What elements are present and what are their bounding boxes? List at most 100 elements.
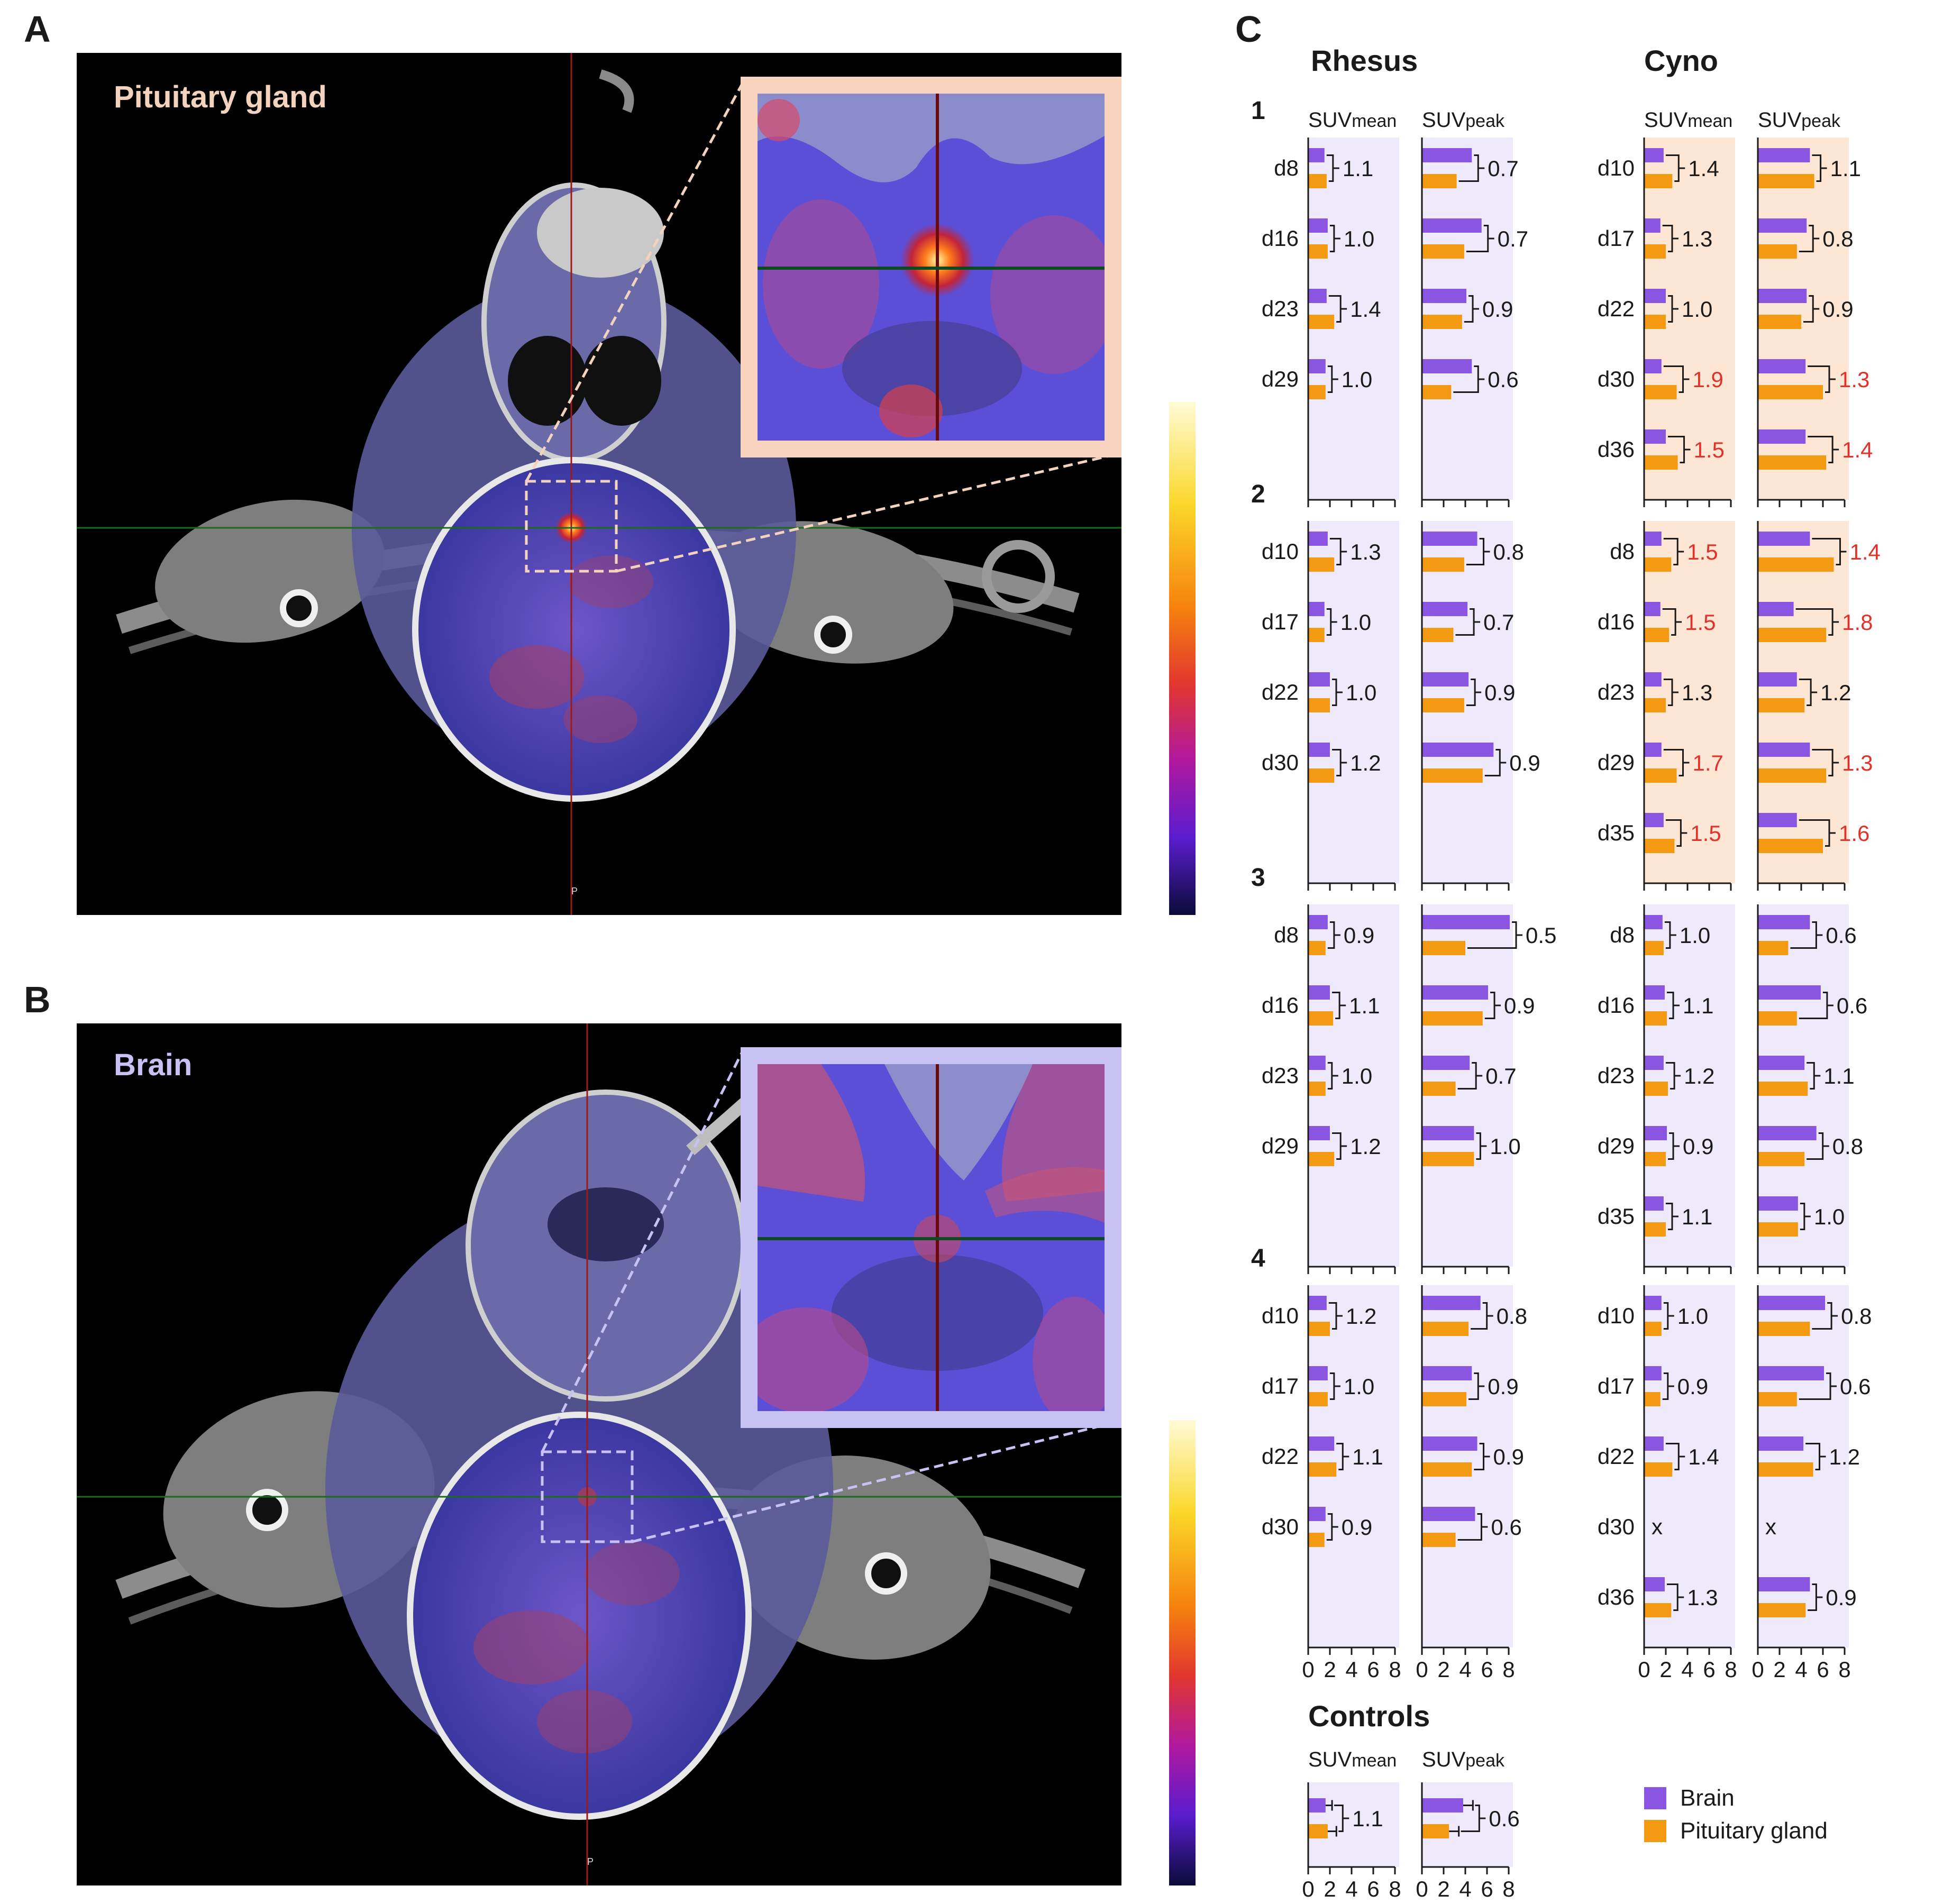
ratio-label-peak-cyno-4-d10: 0.8 <box>1841 1304 1872 1329</box>
panel-label-a: A <box>24 8 51 50</box>
bracket-mean-cyno-4-d10 <box>1663 1302 1674 1330</box>
day-label-cyno-3-d35: d35 <box>1598 1204 1635 1229</box>
bar-pituitary-peak-cyno-4-d10 <box>1758 1322 1810 1336</box>
day-label-rhesus-4-d10: d10 <box>1262 1303 1299 1328</box>
bracket-mean-rhesus-2-d17 <box>1326 608 1337 636</box>
ratio-label-mean-rhesus-2-d17: 1.0 <box>1340 610 1371 635</box>
group-title-cyno: Cyno <box>1644 44 1718 77</box>
bar-pituitary-controls-peak <box>1422 1824 1449 1838</box>
bar-pituitary-peak-cyno-2-d23 <box>1758 698 1805 712</box>
bracket-peak-rhesus-1-d8 <box>1458 154 1485 182</box>
bar-brain-peak-cyno-3-d8 <box>1758 915 1810 929</box>
ratio-label-mean-rhesus-1-d16: 1.0 <box>1344 226 1374 251</box>
bar-pituitary-mean-cyno-2-d8 <box>1644 557 1672 572</box>
bar-pituitary-peak-cyno-1-d30 <box>1758 385 1823 399</box>
bracket-mean-cyno-3-d16 <box>1666 992 1680 1019</box>
ratio-label-peak-rhesus-2-d10: 0.8 <box>1493 539 1524 564</box>
missing-mark-mean-cyno-4-d30: x <box>1652 1514 1663 1539</box>
bracket-mean-cyno-2-d16 <box>1662 608 1682 636</box>
ratio-label-mean-rhesus-2-d10: 1.3 <box>1350 539 1381 564</box>
ratio-label-peak-rhesus-4-d10: 0.8 <box>1497 1304 1527 1329</box>
bar-pituitary-mean-rhesus-1-d23 <box>1308 315 1335 329</box>
bar-pituitary-peak-rhesus-2-d22 <box>1422 698 1464 712</box>
bracket-mean-rhesus-3-d16 <box>1332 992 1346 1019</box>
bracket-mean-rhesus-1-d29 <box>1327 365 1338 393</box>
bar-brain-mean-cyno-4-d36 <box>1644 1577 1665 1591</box>
x-tick-label-controls-peak: 4 <box>1459 1876 1471 1901</box>
ratio-label-peak-rhesus-3-d8: 0.5 <box>1526 923 1556 948</box>
bar-brain-peak-rhesus-3-d23 <box>1422 1056 1470 1070</box>
x-tick-label-cyno-4-peak: 4 <box>1795 1657 1807 1682</box>
bar-brain-peak-cyno-3-d29 <box>1758 1126 1817 1140</box>
bracket-mean-rhesus-1-d23 <box>1328 295 1347 323</box>
day-label-cyno-3-d29: d29 <box>1598 1133 1635 1158</box>
bar-pituitary-mean-rhesus-4-d30 <box>1308 1533 1325 1547</box>
day-label-cyno-4-d22: d22 <box>1598 1444 1635 1469</box>
bar-pituitary-mean-cyno-3-d35 <box>1644 1222 1666 1237</box>
ratio-label-mean-cyno-3-d29: 0.9 <box>1683 1134 1713 1159</box>
bar-brain-peak-rhesus-3-d8 <box>1422 915 1510 929</box>
x-tick-label-cyno-4-peak: 8 <box>1838 1657 1850 1682</box>
bar-brain-peak-rhesus-2-d30 <box>1422 743 1494 757</box>
bar-brain-mean-rhesus-2-d10 <box>1308 532 1328 546</box>
metric-subscript: mean <box>1687 111 1732 131</box>
x-tick-label-controls-peak: 6 <box>1481 1876 1493 1901</box>
x-tick-label-controls-peak: 0 <box>1416 1876 1428 1901</box>
x-tick-label-cyno-4-mean: 6 <box>1703 1657 1715 1682</box>
bracket-peak-cyno-3-d23 <box>1807 1062 1821 1090</box>
ratio-label-peak-cyno-4-d17: 0.6 <box>1840 1374 1871 1399</box>
bar-brain-peak-rhesus-1-d16 <box>1422 218 1482 233</box>
bracket-mean-cyno-3-d29 <box>1668 1132 1680 1160</box>
bracket-mean-rhesus-4-d30 <box>1326 1513 1338 1541</box>
day-label-cyno-3-d16: d16 <box>1598 993 1635 1018</box>
bar-brain-controls-mean <box>1308 1798 1326 1813</box>
x-tick-label-rhesus-4-mean: 8 <box>1389 1657 1401 1682</box>
ratio-label-controls-mean: 1.1 <box>1352 1806 1383 1831</box>
bar-brain-peak-rhesus-2-d10 <box>1422 532 1477 546</box>
legend-label-pituitary: Pituitary gland <box>1680 1818 1828 1844</box>
bar-pituitary-peak-rhesus-2-d17 <box>1422 628 1454 642</box>
bar-brain-mean-cyno-3-d23 <box>1644 1056 1664 1070</box>
ratio-label-peak-rhesus-4-d30: 0.6 <box>1491 1515 1521 1540</box>
bar-pituitary-peak-rhesus-1-d23 <box>1422 315 1462 329</box>
bracket-mean-cyno-4-d22 <box>1665 1443 1685 1470</box>
x-tick-label-controls-mean: 2 <box>1324 1876 1336 1901</box>
x-tick-label-cyno-4-mean: 4 <box>1681 1657 1693 1682</box>
bar-brain-mean-cyno-1-d10 <box>1644 148 1664 162</box>
scan-title-pituitary: Pituitary gland <box>114 80 327 114</box>
day-label-rhesus-1-d8: d8 <box>1274 155 1299 180</box>
bar-brain-peak-cyno-2-d8 <box>1758 532 1810 546</box>
ratio-label-peak-cyno-3-d29: 0.8 <box>1832 1134 1863 1159</box>
bar-brain-mean-cyno-2-d23 <box>1644 672 1662 686</box>
metric-prefix: SUV <box>1758 108 1802 132</box>
animal-label-2: 2 <box>1251 480 1265 508</box>
bar-brain-mean-cyno-2-d35 <box>1644 813 1664 827</box>
x-tick-label-controls-peak: 8 <box>1502 1876 1515 1901</box>
ratio-label-controls-peak: 0.6 <box>1489 1806 1519 1831</box>
bracket-peak-cyno-2-d8 <box>1812 538 1847 565</box>
bracket-mean-cyno-4-d36 <box>1666 1583 1684 1611</box>
x-tick-label-rhesus-4-peak: 8 <box>1502 1657 1515 1682</box>
bar-pituitary-mean-rhesus-1-d29 <box>1308 385 1326 399</box>
bracket-peak-cyno-1-d22 <box>1803 295 1820 323</box>
bar-brain-mean-rhesus-4-d10 <box>1308 1296 1327 1310</box>
ratio-label-mean-cyno-3-d8: 1.0 <box>1680 923 1710 948</box>
day-label-cyno-2-d8: d8 <box>1610 539 1635 564</box>
metric-header-controls-peak: SUVpeak <box>1422 1748 1505 1771</box>
bracket-peak-rhesus-4-d22 <box>1474 1443 1490 1470</box>
bar-pituitary-peak-rhesus-3-d29 <box>1422 1152 1474 1166</box>
bracket-mean-rhesus-4-d22 <box>1336 1443 1349 1470</box>
ratio-label-mean-rhesus-1-d23: 1.4 <box>1350 297 1381 322</box>
ratio-label-mean-cyno-1-d30: 1.9 <box>1693 367 1723 392</box>
day-label-rhesus-2-d30: d30 <box>1262 750 1299 775</box>
ratio-label-peak-rhesus-2-d22: 0.9 <box>1484 680 1515 705</box>
ratio-label-peak-rhesus-4-d22: 0.9 <box>1493 1444 1524 1469</box>
bar-brain-mean-rhesus-4-d17 <box>1308 1366 1328 1380</box>
bracket-peak-cyno-1-d10 <box>1812 154 1827 182</box>
bar-brain-mean-rhesus-3-d23 <box>1308 1056 1326 1070</box>
day-label-rhesus-2-d22: d22 <box>1262 680 1299 704</box>
bar-pituitary-peak-cyno-4-d17 <box>1758 1392 1797 1406</box>
bracket-peak-rhesus-3-d23 <box>1457 1062 1483 1090</box>
x-tick-label-rhesus-4-mean: 2 <box>1324 1657 1336 1682</box>
ratio-label-mean-rhesus-1-d29: 1.0 <box>1342 367 1372 392</box>
